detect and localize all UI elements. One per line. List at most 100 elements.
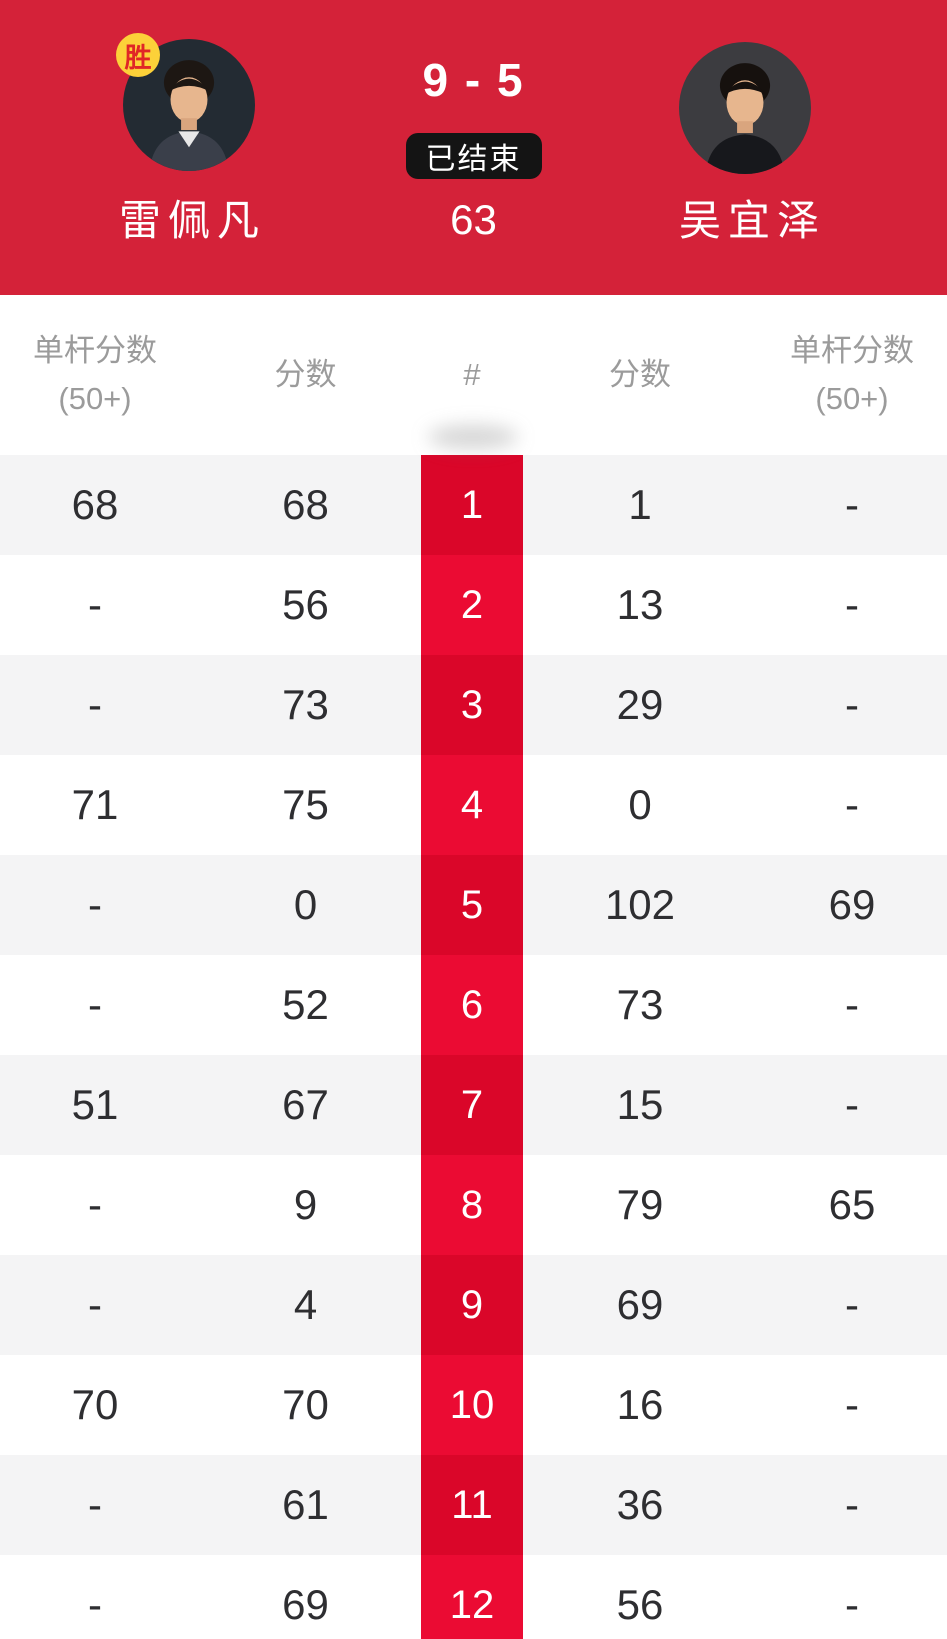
frame-left-score-cell: 61	[282, 1481, 329, 1528]
frame-left-break-cell: -	[88, 881, 102, 928]
frame-number-cell: 6	[421, 955, 523, 1055]
frame-row: 68 68 1 1 -	[0, 455, 947, 555]
frame-right-score-cell: 15	[616, 1081, 664, 1128]
frame-left-score-cell: 52	[282, 981, 329, 1028]
frame-right-score-cell: 1	[628, 481, 652, 528]
frame-number-cell: 8	[421, 1155, 523, 1255]
frame-left-score-cell: 69	[282, 1581, 329, 1628]
frame-row: - 61 11 36 -	[0, 1455, 947, 1555]
frame-left-break-cell: 70	[71, 1381, 119, 1428]
column-header-text: 分数	[274, 357, 337, 392]
frame-row: 70 70 10 16 -	[0, 1355, 947, 1455]
frame-left-score-cell: 56	[282, 581, 329, 628]
frame-right-break-cell: -	[845, 1481, 859, 1528]
frame-number-cell: 7	[421, 1055, 523, 1155]
frame-left-break-cell: -	[88, 1581, 102, 1628]
frame-right-break-cell: -	[845, 981, 859, 1028]
frame-right-score-cell: 16	[616, 1381, 664, 1428]
person-portrait-icon	[679, 42, 811, 174]
frame-left-break-cell: 51	[71, 1081, 119, 1128]
frame-left-break-cell: -	[88, 1181, 102, 1228]
winner-badge: 胜	[116, 33, 160, 77]
frame-right-break-cell: -	[845, 481, 859, 528]
frame-right-score-cell: 69	[616, 1281, 664, 1328]
frame-left-break-cell: -	[88, 1481, 102, 1528]
frame-left-break-cell: -	[88, 1281, 102, 1328]
frame-row: - 56 2 13 -	[0, 555, 947, 655]
frame-number-cell: 5	[421, 855, 523, 955]
frame-number-cell: 1	[421, 455, 523, 555]
frame-row: - 69 12 56 -	[0, 1555, 947, 1639]
column-header-left-break: 单杆分数 (50+)	[0, 295, 190, 455]
column-header-right-break: 单杆分数 (50+)	[757, 295, 947, 455]
match-header: 胜 9 - 5 已结束	[0, 0, 947, 295]
person-portrait-icon	[123, 39, 255, 171]
frame-row: - 0 5 102 69	[0, 855, 947, 955]
frame-number-cell: 12	[421, 1555, 523, 1639]
frame-left-score-cell: 9	[293, 1181, 318, 1228]
frame-row: - 4 9 69 -	[0, 1255, 947, 1355]
frame-column-shadow	[428, 425, 518, 449]
frame-right-break-cell: -	[845, 781, 859, 828]
column-header-right-score: 分数	[523, 295, 757, 455]
frame-right-break-cell: -	[845, 1581, 859, 1628]
frame-right-score-cell: 73	[616, 981, 664, 1028]
column-header-frame-number: #	[421, 295, 523, 455]
frame-right-score-cell: 13	[616, 581, 664, 628]
frame-number-cell: 2	[421, 555, 523, 655]
frames-table: 68 68 1 1- -56 2 13- -73 3 29-71 75 4 0- -0 5 102 69-52 6…	[0, 455, 947, 1639]
frame-row: - 9 8 79 65	[0, 1155, 947, 1255]
player-right-avatar[interactable]	[679, 42, 811, 174]
frame-left-break-cell: -	[88, 981, 102, 1028]
match-score: 9 - 5	[422, 54, 525, 106]
column-header-text: 分数	[609, 357, 671, 392]
frame-number-cell: 9	[421, 1255, 523, 1355]
frame-number-cell: 3	[421, 655, 523, 755]
frame-right-score-cell: 29	[616, 681, 664, 728]
player-right-name: 吴宜泽	[678, 197, 827, 244]
column-header-left-score: 分数	[190, 295, 421, 455]
frame-right-break-cell: -	[845, 1281, 859, 1328]
column-header-text: 单杆分数	[790, 333, 914, 368]
column-header-text: (50+)	[58, 381, 132, 416]
frame-left-score-cell: 73	[282, 681, 329, 728]
frame-right-score-cell: 102	[604, 881, 676, 928]
frame-right-break-cell: -	[845, 1381, 859, 1428]
frame-left-score-cell: 67	[282, 1081, 329, 1128]
frame-left-break-cell: 71	[71, 781, 119, 828]
frame-right-break-cell: -	[845, 581, 859, 628]
player-left-avatar[interactable]	[123, 39, 255, 171]
frame-row: - 52 6 73 -	[0, 955, 947, 1055]
frame-left-break-cell: -	[88, 581, 102, 628]
column-header-text: #	[463, 357, 481, 392]
frame-right-break-cell: -	[845, 1081, 859, 1128]
frame-right-score-cell: 56	[616, 1581, 664, 1628]
frame-left-score-cell: 68	[282, 481, 329, 528]
table-header: 单杆分数 (50+) 分数 # 分数 单杆分数 (50+)	[0, 295, 947, 455]
frame-right-break-cell: 69	[828, 881, 876, 928]
frame-number-cell: 11	[421, 1455, 523, 1555]
column-header-text: (50+)	[815, 381, 889, 416]
player-left-name: 雷佩凡	[118, 197, 267, 244]
frame-left-score-cell: 75	[282, 781, 329, 828]
frame-right-score-cell: 36	[616, 1481, 664, 1528]
frame-number-cell: 10	[421, 1355, 523, 1455]
frame-left-score-cell: 0	[293, 881, 318, 928]
frame-right-score-cell: 79	[616, 1181, 664, 1228]
frame-left-score-cell: 70	[282, 1381, 329, 1428]
match-status-badge: 已结束	[405, 133, 542, 179]
frame-row: - 73 3 29 -	[0, 655, 947, 755]
column-header-text: 单杆分数	[33, 333, 157, 368]
frame-left-break-cell: -	[88, 681, 102, 728]
frame-row: 51 67 7 15 -	[0, 1055, 947, 1155]
frame-right-break-cell: -	[845, 681, 859, 728]
frame-left-break-cell: 68	[71, 481, 119, 528]
frame-number-cell: 4	[421, 755, 523, 855]
frame-right-break-cell: 65	[828, 1181, 876, 1228]
winner-badge-label: 胜	[124, 42, 152, 73]
frame-left-score-cell: 4	[293, 1281, 318, 1328]
frame-row: 71 75 4 0 -	[0, 755, 947, 855]
frame-right-score-cell: 0	[628, 781, 652, 828]
match-status-label: 已结束	[425, 143, 522, 176]
